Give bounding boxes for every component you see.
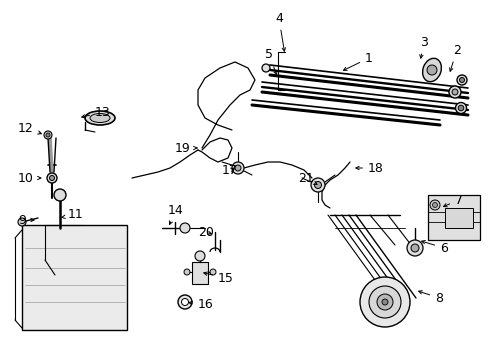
Text: 15: 15 <box>203 271 233 284</box>
Text: 3: 3 <box>419 36 427 58</box>
Circle shape <box>406 240 422 256</box>
Circle shape <box>448 86 460 98</box>
Circle shape <box>368 286 400 318</box>
Circle shape <box>47 173 57 183</box>
Text: 4: 4 <box>274 12 285 51</box>
Circle shape <box>426 65 436 75</box>
Circle shape <box>195 251 204 261</box>
Text: 12: 12 <box>18 122 41 135</box>
Text: 16: 16 <box>188 298 213 311</box>
Text: 21: 21 <box>297 171 316 184</box>
Text: 20: 20 <box>198 225 213 238</box>
Text: 1: 1 <box>343 51 372 70</box>
Text: 14: 14 <box>168 203 183 225</box>
Bar <box>444 208 472 228</box>
Text: 7: 7 <box>443 194 462 207</box>
Circle shape <box>314 181 321 189</box>
Circle shape <box>18 218 26 226</box>
Bar <box>22 225 127 330</box>
Circle shape <box>310 178 325 192</box>
Text: 2: 2 <box>448 44 460 71</box>
Circle shape <box>459 77 464 82</box>
Circle shape <box>431 202 437 207</box>
Circle shape <box>54 189 66 201</box>
Text: 10: 10 <box>18 171 41 184</box>
Circle shape <box>429 200 439 210</box>
Circle shape <box>451 89 457 95</box>
Circle shape <box>359 277 409 327</box>
Circle shape <box>180 223 190 233</box>
Circle shape <box>410 244 418 252</box>
Circle shape <box>183 269 190 275</box>
Circle shape <box>181 298 188 306</box>
Ellipse shape <box>90 113 110 122</box>
Bar <box>427 195 479 240</box>
Text: 19: 19 <box>175 141 197 154</box>
Text: 8: 8 <box>418 291 442 305</box>
Circle shape <box>381 299 387 305</box>
Bar <box>192 262 207 284</box>
Ellipse shape <box>85 111 115 125</box>
Circle shape <box>235 165 241 171</box>
Circle shape <box>456 75 466 85</box>
Text: 13: 13 <box>81 105 110 118</box>
Text: 18: 18 <box>355 162 383 175</box>
Circle shape <box>209 269 216 275</box>
Text: 5: 5 <box>264 49 276 75</box>
Circle shape <box>46 133 50 137</box>
Text: 6: 6 <box>421 240 447 255</box>
Text: 17: 17 <box>222 163 237 176</box>
Text: 11: 11 <box>61 208 83 221</box>
Circle shape <box>49 175 54 180</box>
Circle shape <box>44 131 52 139</box>
Circle shape <box>178 295 192 309</box>
Circle shape <box>262 64 269 72</box>
Circle shape <box>457 105 463 111</box>
Text: 9: 9 <box>18 213 34 226</box>
Circle shape <box>376 294 392 310</box>
Circle shape <box>454 103 466 113</box>
Ellipse shape <box>422 58 441 82</box>
Circle shape <box>231 162 244 174</box>
